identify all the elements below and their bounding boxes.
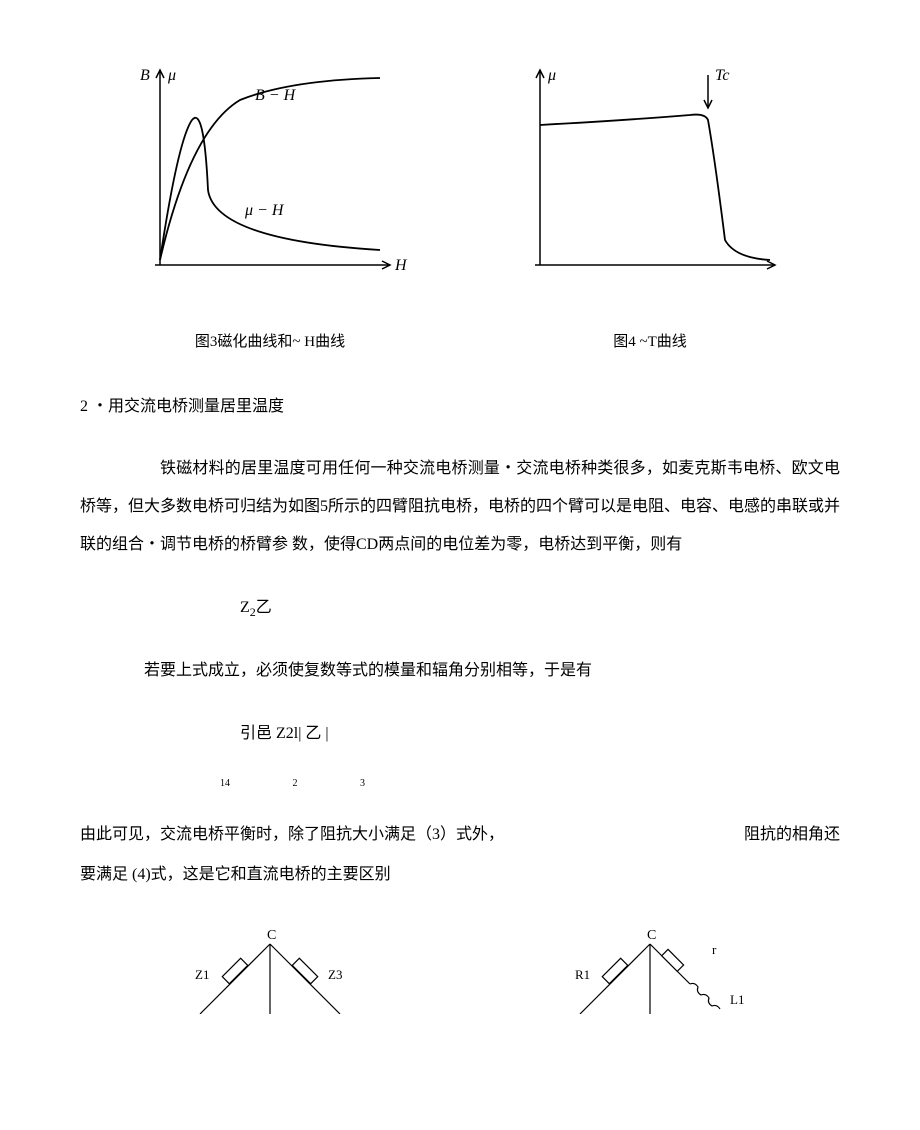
- fig4-svg: Tc μ: [510, 40, 790, 300]
- fig3-svg: B μ H B − H μ − H: [130, 40, 410, 300]
- bridge-row: C Z1 Z3 C R1 r L1: [80, 924, 840, 1014]
- fig4-tc-label: Tc: [715, 67, 730, 84]
- figure-3: B μ H B − H μ − H: [130, 40, 410, 300]
- bridge-right-l1: L1: [730, 992, 744, 1007]
- fig3-curve1-label: B − H: [255, 87, 297, 104]
- fig3-muh-curve: [160, 118, 380, 260]
- equation-2: 引邑 Z2l| 乙 |: [240, 721, 840, 747]
- eq1-tail: 乙: [256, 599, 272, 616]
- para-split: 由此可见，交流电桥平衡时，除了阻抗大小满足（3）式外， 阻抗的相角还: [80, 822, 840, 848]
- fig3-axis-mu: μ: [167, 67, 176, 84]
- para-split-left: 由此可见，交流电桥平衡时，除了阻抗大小满足（3）式外，: [80, 822, 664, 848]
- bridge-right-c: C: [647, 928, 656, 943]
- paragraph-2: 若要上式成立，必须使复数等式的模量和辐角分别相等，于是有: [80, 652, 840, 690]
- fig3-caption: 图3磁化曲线和~ H曲线: [130, 330, 410, 354]
- bridge-right-r: r: [712, 942, 717, 957]
- fig3-axis-h: H: [394, 257, 408, 274]
- fig4-curve: [540, 115, 770, 260]
- equation-1: Z2乙: [240, 595, 840, 622]
- fig4-axis-mu: μ: [547, 67, 556, 84]
- section-heading: 2 ・用交流电桥测量居里温度: [80, 394, 840, 420]
- bridge-right-svg: C R1 r L1: [530, 924, 770, 1014]
- fig3-axis-b: B: [140, 67, 150, 84]
- figure-4: Tc μ: [510, 40, 790, 300]
- fig4-caption: 图4 ~T曲线: [510, 330, 790, 354]
- eq1-z: Z: [240, 599, 250, 616]
- small-nums: 14 2 3: [220, 776, 840, 792]
- bridge-right-r1: R1: [575, 967, 590, 982]
- small-num-2: 2: [293, 778, 298, 789]
- para-split-right: 阻抗的相角还: [744, 822, 840, 848]
- bridge-left-z3: Z3: [328, 967, 342, 982]
- paragraph-1: 铁磁材料的居里温度可用任何一种交流电桥测量・交流电桥种类很多，如麦克斯韦电桥、欧…: [80, 450, 840, 565]
- fig3-curve2-label: μ − H: [244, 202, 285, 219]
- small-num-1: 14: [220, 778, 230, 789]
- bridge-left-z1: Z1: [195, 967, 209, 982]
- paragraph-3: 要满足 (4)式，这是它和直流电桥的主要区别: [80, 856, 840, 894]
- small-num-3: 3: [360, 778, 365, 789]
- caption-row: 图3磁化曲线和~ H曲线 图4 ~T曲线: [80, 330, 840, 354]
- bridge-left-c: C: [267, 928, 276, 943]
- bridge-left-svg: C Z1 Z3: [150, 924, 390, 1014]
- fig3-bh-curve: [160, 78, 380, 260]
- figure-row: B μ H B − H μ − H Tc μ: [80, 40, 840, 300]
